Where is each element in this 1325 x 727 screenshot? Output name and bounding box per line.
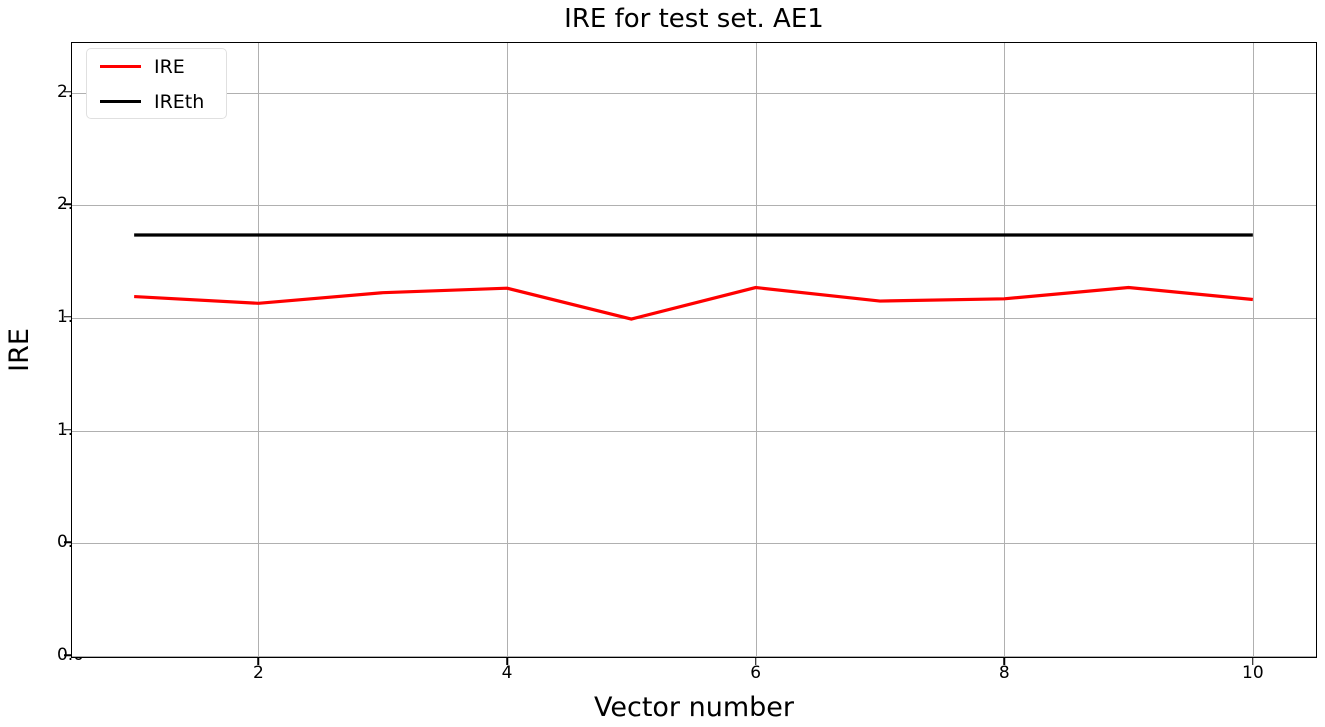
gridline-horizontal <box>72 317 1316 319</box>
gridline-horizontal <box>72 205 1316 207</box>
gridline-horizontal <box>72 430 1316 432</box>
y-tick-mark <box>64 316 71 318</box>
legend-label-ireth: IREth <box>154 90 205 113</box>
gridline-vertical <box>258 43 260 657</box>
x-tick-label: 2 <box>253 663 264 683</box>
x-tick-label: 8 <box>998 663 1010 683</box>
x-tick-label: 10 <box>1242 663 1264 683</box>
y-tick-mark <box>64 203 71 205</box>
gridline-horizontal <box>72 656 1316 657</box>
legend-item-ire[interactable]: IRE <box>87 49 226 84</box>
series-line-ire <box>134 285 1254 321</box>
x-tick-mark <box>754 658 757 665</box>
gridline-vertical <box>1004 43 1006 657</box>
y-tick-mark <box>64 90 71 93</box>
y-tick-mark <box>64 654 71 656</box>
x-tick-mark <box>1252 658 1254 665</box>
x-tick-label: 6 <box>750 663 762 683</box>
legend-label-ire: IRE <box>154 55 185 78</box>
plot-area <box>71 42 1317 658</box>
gridline-vertical <box>507 43 509 657</box>
gridline-vertical <box>1252 43 1254 657</box>
legend-swatch-ireth <box>100 99 141 104</box>
y-tick-mark <box>64 428 71 431</box>
y-tick-mark <box>64 541 71 544</box>
chart-title: IRE for test set. AE1 <box>564 4 824 34</box>
x-tick-mark <box>506 658 508 665</box>
plot-inner <box>72 43 1316 657</box>
gridline-vertical <box>755 43 757 657</box>
y-axis-label: IRE <box>4 328 35 372</box>
x-tick-mark <box>257 658 260 665</box>
x-axis-label: Vector number <box>594 692 794 723</box>
series-layer <box>134 233 1254 321</box>
legend-swatch-ire <box>100 64 141 69</box>
legend-box[interactable]: IRE IREth <box>86 48 227 119</box>
gridline-horizontal <box>72 92 1316 94</box>
legend-item-ireth[interactable]: IREth <box>87 84 226 119</box>
gridline-horizontal <box>72 543 1316 545</box>
x-tick-mark <box>1003 658 1005 665</box>
x-tick-label: 4 <box>501 663 513 683</box>
